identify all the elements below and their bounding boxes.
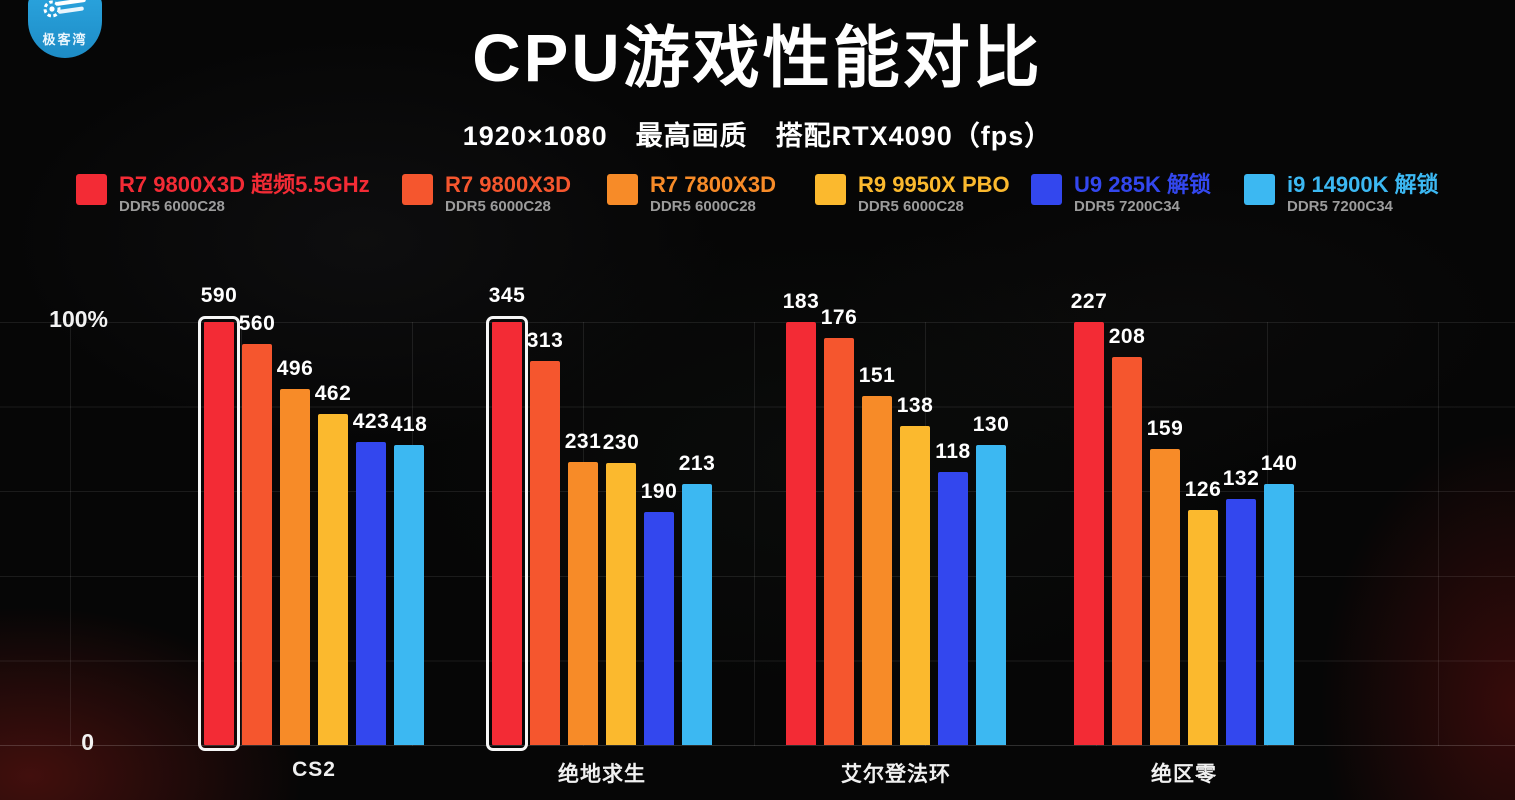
legend-swatch-6: [1244, 174, 1275, 205]
legend-item-3: R7 7800X3D DDR5 6000C28: [607, 172, 776, 217]
legend-memory-spec: DDR5 7200C34: [1287, 198, 1393, 216]
legend-swatch-5: [1031, 174, 1062, 205]
bar-value-label: 183: [782, 290, 820, 313]
bar-绝区零-R7 7800X3D: [1150, 449, 1180, 745]
bar-绝地求生-R7 9800X3D: [530, 361, 560, 745]
legend-memory-spec: DDR5 6000C28: [119, 198, 225, 216]
bar-绝区零-R7 9800X3D 超频5.5GHz: [1074, 322, 1104, 745]
game-label-CS2: CS2: [292, 758, 336, 781]
bar-艾尔登法环-R9 9950X PBO: [900, 426, 930, 745]
bar-value-label: 590: [200, 284, 238, 307]
bar-group-艾尔登法环: 183 176 151 138 118 130: [783, 290, 1009, 745]
game-label-绝区零: 绝区零: [1151, 763, 1217, 786]
bar-CS2-R7 9800X3D: [242, 344, 272, 745]
y-axis-label-100: 100%: [49, 306, 108, 332]
gear-wrench-icon: [43, 0, 86, 18]
legend-memory-spec: DDR5 6000C28: [445, 198, 551, 216]
bar-group-绝地求生: 345 313 231 230 190 213: [486, 284, 715, 751]
legend-cpu-name: U9 285K 解锁: [1074, 172, 1211, 197]
bar-绝地求生-R7 7800X3D: [568, 462, 598, 745]
legend-cpu-name: R7 9800X3D 超频5.5GHz: [119, 172, 370, 197]
legend-text-2: R7 9800X3D DDR5 6000C28: [445, 172, 571, 217]
bar-value-label: 118: [935, 440, 971, 463]
legend-text-3: R7 7800X3D DDR5 6000C28: [650, 172, 776, 217]
page-subtitle: 1920×1080 最高画质 搭配RTX4090（fps）: [462, 121, 1053, 151]
bar-value-label: 190: [640, 480, 678, 503]
bar-绝区零-R9 9950X PBO: [1188, 510, 1218, 745]
bar-value-label: 462: [314, 382, 352, 405]
legend-swatch-3: [607, 174, 638, 205]
bar-绝地求生-R7 9800X3D 超频5.5GHz: [486, 316, 528, 751]
legend-item-5: U9 285K 解锁 DDR5 7200C34: [1031, 172, 1211, 217]
bar-value-label: 496: [276, 357, 314, 380]
bar-value-label: 313: [526, 329, 564, 352]
legend-text-1: R7 9800X3D 超频5.5GHz DDR5 6000C28: [119, 172, 370, 217]
bar-绝地求生-U9 285K 解锁: [644, 512, 674, 745]
legend-memory-spec: DDR5 6000C28: [858, 198, 964, 216]
bar-绝地求生-i9 14900K 解锁: [682, 484, 712, 745]
logo-text: 极客湾: [42, 32, 88, 47]
legend-memory-spec: DDR5 6000C28: [650, 198, 756, 216]
bar-value-label: 176: [820, 306, 858, 329]
bar-CS2-R9 9950X PBO: [318, 414, 348, 745]
bar-CS2-U9 285K 解锁: [356, 442, 386, 745]
legend-swatch-1: [76, 174, 107, 205]
bar-value-label: 126: [1184, 478, 1222, 501]
legend-item-2: R7 9800X3D DDR5 6000C28: [402, 172, 571, 217]
legend-cpu-name: i9 14900K 解锁: [1287, 172, 1439, 197]
legend-cpu-name: R7 7800X3D: [650, 172, 776, 197]
legend-swatch-4: [815, 174, 846, 205]
legend-memory-spec: DDR5 7200C34: [1074, 198, 1180, 216]
page-title: CPU游戏性能对比: [472, 21, 1043, 96]
legend-text-4: R9 9950X PBO DDR5 6000C28: [858, 172, 1010, 217]
legend-item-4: R9 9950X PBO DDR5 6000C28: [815, 172, 1010, 217]
legend-text-6: i9 14900K 解锁 DDR5 7200C34: [1287, 172, 1439, 217]
bar-绝区零-R7 9800X3D: [1112, 357, 1142, 745]
bar-value-label: 151: [858, 364, 896, 387]
bar-value-label: 423: [352, 410, 390, 433]
bar-value-label: 130: [972, 413, 1010, 436]
bar-value-label: 138: [896, 394, 934, 417]
y-axis-label-0: 0: [81, 729, 94, 755]
geekerwan-logo-badge: 极客湾: [28, 0, 102, 58]
bar-group-绝区零: 227 208 159 126 132 140: [1071, 290, 1297, 745]
game-label-艾尔登法环: 艾尔登法环: [841, 763, 951, 786]
game-label-绝地求生: 绝地求生: [558, 763, 646, 786]
legend-cpu-name: R7 9800X3D: [445, 172, 571, 197]
bar-绝地求生-R9 9950X PBO: [606, 463, 636, 745]
bar-艾尔登法环-R7 9800X3D: [824, 338, 854, 745]
bar-艾尔登法环-U9 285K 解锁: [938, 472, 968, 745]
legend-item-6: i9 14900K 解锁 DDR5 7200C34: [1244, 172, 1439, 217]
bar-CS2-R7 7800X3D: [280, 389, 310, 745]
bar-绝区零-i9 14900K 解锁: [1264, 484, 1294, 745]
legend-swatch-2: [402, 174, 433, 205]
bar-CS2-i9 14900K 解锁: [394, 445, 424, 745]
bar-艾尔登法环-R7 9800X3D 超频5.5GHz: [786, 322, 816, 745]
bar-value-label: 213: [678, 452, 716, 475]
legend-cpu-name: R9 9950X PBO: [858, 172, 1010, 197]
bar-value-label: 230: [602, 431, 640, 454]
bar-value-label: 418: [390, 413, 428, 436]
bar-绝区零-U9 285K 解锁: [1226, 499, 1256, 745]
bar-CS2-R7 9800X3D 超频5.5GHz: [198, 316, 240, 751]
legend-text-5: U9 285K 解锁 DDR5 7200C34: [1074, 172, 1211, 217]
bar-value-label: 231: [564, 430, 602, 453]
bar-value-label: 140: [1260, 452, 1298, 475]
bar-艾尔登法环-i9 14900K 解锁: [976, 445, 1006, 745]
bar-value-label: 227: [1070, 290, 1108, 313]
bar-value-label: 560: [238, 312, 276, 335]
bar-value-label: 159: [1146, 417, 1184, 440]
bar-value-label: 132: [1222, 467, 1260, 490]
bar-艾尔登法环-R7 7800X3D: [862, 396, 892, 745]
bar-group-CS2: 590 560 496 462 423 418: [198, 284, 427, 751]
legend-item-1: R7 9800X3D 超频5.5GHz DDR5 6000C28: [76, 172, 370, 217]
bar-value-label: 345: [488, 284, 526, 307]
bar-value-label: 208: [1108, 325, 1146, 348]
